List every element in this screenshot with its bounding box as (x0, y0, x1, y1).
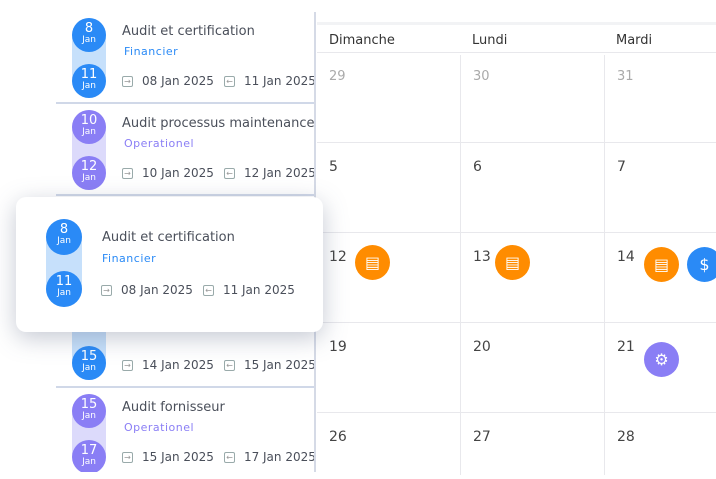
list-item[interactable]: 10 Jan 12 Jan Audit processus maintenance … (56, 104, 314, 196)
audit-list: 8 Jan 11 Jan Audit et certification Financ… (56, 12, 316, 472)
start-day: 8 (59, 222, 69, 237)
day-cell-number[interactable]: 12 (329, 249, 347, 265)
start-date-badge: 8 Jan (46, 219, 82, 255)
end-date: 17 Jan 2025 (243, 450, 316, 464)
end-date-badge: 15 Jan (72, 346, 106, 380)
start-date-badge: 15 Jan (72, 394, 106, 428)
start-date: 08 Jan 2025 (142, 74, 214, 88)
item-title: Audit processus maintenance (122, 116, 315, 131)
end-month: Jan (82, 457, 96, 467)
gear-sync-icon[interactable]: ⚙ (644, 342, 679, 377)
start-day: 15 (80, 397, 98, 412)
start-date-badge: 10 Jan (72, 110, 106, 144)
day-cell-number[interactable]: 5 (329, 159, 338, 175)
dragged-event-card[interactable]: 8 Jan 11 Jan Audit et certification Financ… (16, 197, 323, 332)
header-monday: Lundi (472, 33, 508, 48)
start-day: 8 (84, 21, 94, 36)
day-cell-number[interactable]: 20 (473, 339, 491, 355)
calendar-out-icon: ← (223, 451, 235, 463)
item-category: Operationel (124, 137, 195, 150)
calendar-out-icon: ← (202, 284, 214, 296)
header-tuesday: Mardi (616, 33, 653, 48)
start-date: 10 Jan 2025 (142, 166, 214, 180)
end-day: 17 (80, 443, 98, 458)
day-cell-number[interactable]: 21 (617, 339, 635, 355)
end-date-badge: 12 Jan (72, 156, 106, 190)
item-title: Audit fornisseur (122, 400, 225, 415)
start-month: Jan (82, 35, 96, 45)
item-category: Financier (124, 45, 179, 58)
day-cell-number[interactable]: 7 (617, 159, 626, 175)
start-date: 08 Jan 2025 (121, 283, 193, 297)
calendar-grid: Dimanche Lundi Mardi 29 30 31 5 6 7 12 13 14 19 20… (317, 22, 716, 475)
day-cell-number[interactable]: 27 (473, 429, 491, 445)
item-title: Audit et certification (122, 24, 255, 39)
date-track: 10 Jan 12 Jan (72, 110, 106, 190)
card-title: Audit et certification (102, 230, 235, 245)
calendar-out-icon: ← (223, 359, 235, 371)
day-cell-number[interactable]: 26 (329, 429, 347, 445)
end-date: 15 Jan 2025 (243, 358, 316, 372)
start-day: 10 (80, 113, 98, 128)
calendar-in-icon: → (101, 284, 112, 296)
end-date-badge: 11 Jan (46, 271, 82, 307)
end-day: 12 (80, 159, 98, 174)
day-cell-number[interactable]: 30 (473, 69, 490, 84)
list-item[interactable]: 8 Jan 11 Jan Audit et certification Financ… (56, 12, 314, 104)
money-download-icon[interactable]: $ (687, 247, 716, 282)
date-track: 8 Jan 11 Jan (46, 219, 82, 307)
end-month: Jan (82, 81, 96, 91)
day-cell-number[interactable]: 14 (617, 249, 635, 265)
header-sunday: Dimanche (329, 33, 395, 48)
end-day: 11 (55, 274, 73, 289)
calendar-in-icon: → (122, 451, 133, 463)
date-track: 15 Jan 17 Jan (72, 394, 106, 472)
date-track: 8 Jan 11 Jan (72, 18, 106, 98)
end-month: Jan (82, 363, 96, 373)
start-month: Jan (57, 236, 71, 246)
end-month: Jan (82, 173, 96, 183)
calendar-in-icon: → (122, 167, 133, 179)
calendar-in-icon: → (122, 75, 133, 87)
start-date: 15 Jan 2025 (142, 450, 214, 464)
day-cell-number[interactable]: 13 (473, 249, 491, 265)
list-item[interactable]: 15 Jan 17 Jan Audit fornisseur Operationel… (56, 388, 314, 472)
end-date: 11 Jan 2025 (222, 283, 295, 297)
end-day: 11 (80, 67, 98, 82)
start-date-badge: 8 Jan (72, 18, 106, 52)
audit-lock-shield-icon[interactable]: ▤ (495, 245, 530, 280)
item-category: Operationel (124, 421, 195, 434)
card-category: Financier (102, 252, 157, 265)
audit-lock-shield-icon[interactable]: ▤ (355, 245, 390, 280)
day-cell-number[interactable]: 29 (329, 69, 346, 84)
end-date: 12 Jan 2025 (243, 166, 316, 180)
end-month: Jan (57, 288, 71, 298)
end-date-badge: 11 Jan (72, 64, 106, 98)
end-date: 11 Jan 2025 (243, 74, 316, 88)
end-date-badge: 17 Jan (72, 440, 106, 472)
day-cell-number[interactable]: 31 (617, 69, 634, 84)
start-date: 14 Jan 2025 (142, 358, 214, 372)
calendar-in-icon: → (122, 359, 133, 371)
start-month: Jan (82, 411, 96, 421)
audit-lock-shield-icon[interactable]: ▤ (644, 247, 679, 282)
calendar-out-icon: ← (223, 75, 235, 87)
day-cell-number[interactable]: 6 (473, 159, 482, 175)
calendar-out-icon: ← (223, 167, 235, 179)
end-day: 15 (80, 349, 98, 364)
day-cell-number[interactable]: 19 (329, 339, 347, 355)
day-cell-number[interactable]: 28 (617, 429, 635, 445)
start-month: Jan (82, 127, 96, 137)
